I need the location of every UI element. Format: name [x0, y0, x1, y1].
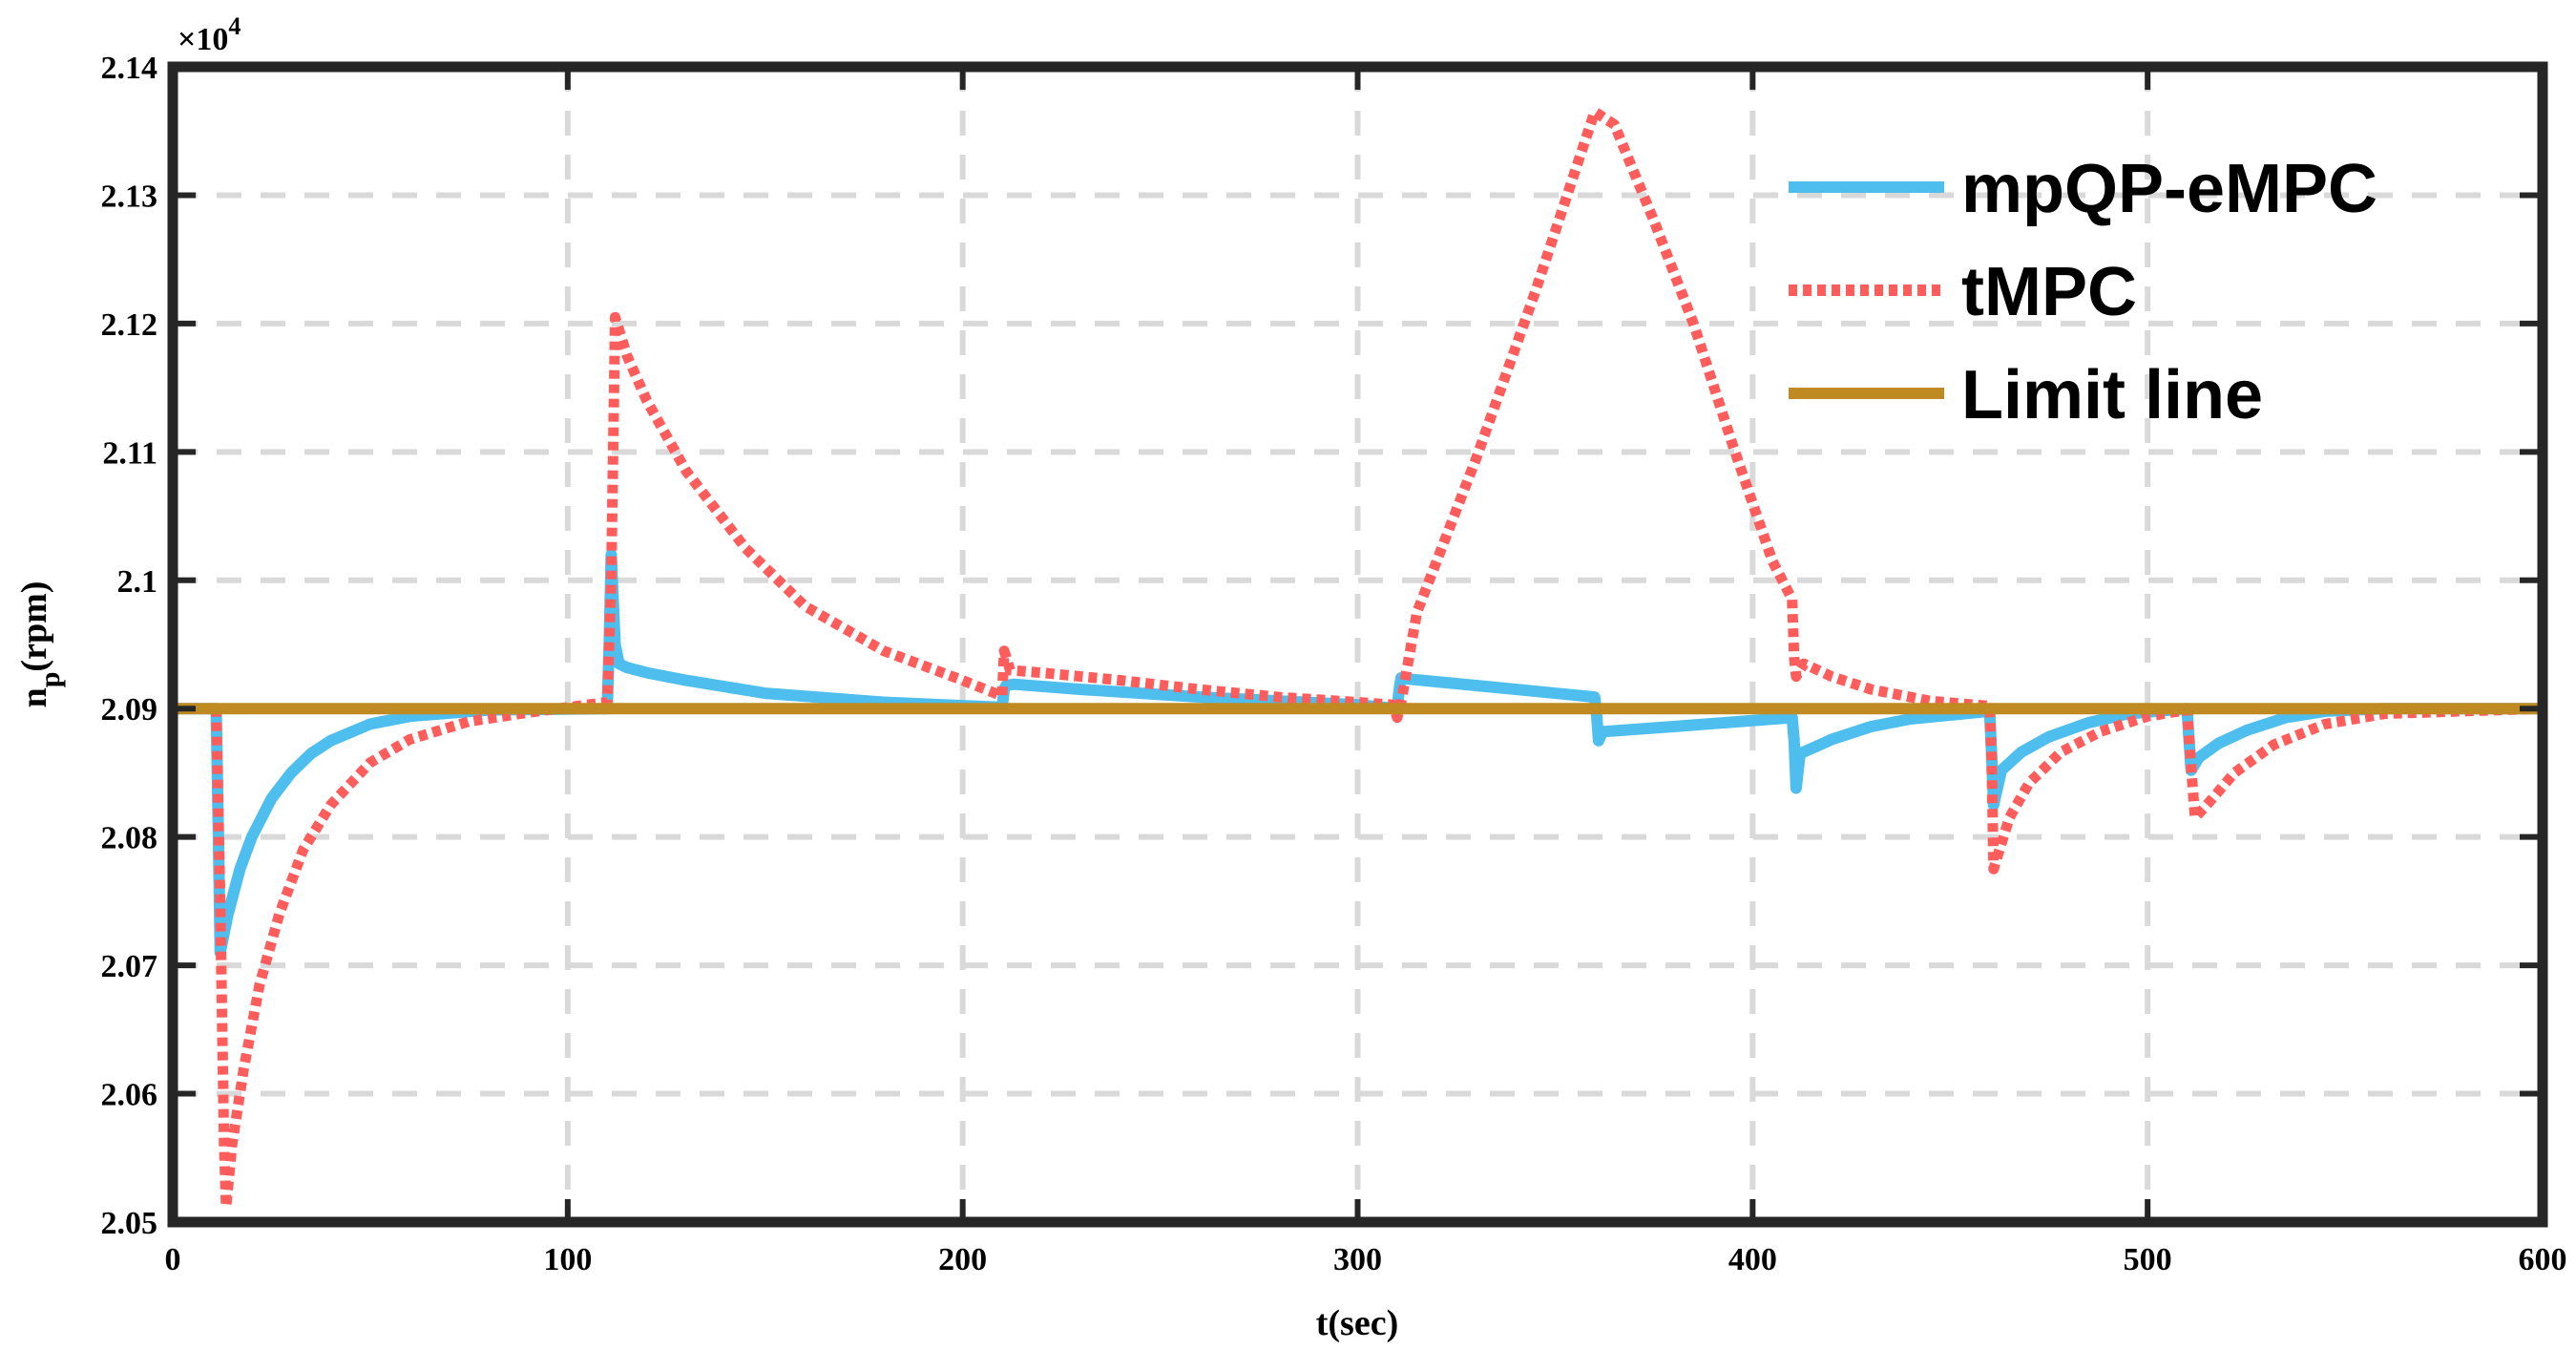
y-axis-multiplier-exponent: 4: [228, 12, 241, 40]
y-tick-label: 2.07: [101, 949, 158, 984]
y-axis-label: np(rpm): [14, 581, 66, 708]
y-tick-label: 2.05: [101, 1206, 158, 1241]
x-tick-label: 0: [165, 1242, 181, 1277]
y-tick-label: 2.06: [101, 1078, 158, 1113]
series-line-tmpc: [173, 106, 2544, 1213]
legend: mpQP-eMPC tMPC Limit line: [1789, 151, 2377, 433]
y-tick-label: 2.11: [102, 435, 157, 471]
legend-label-tmpc: tMPC: [1961, 254, 2137, 330]
grid-layer: [173, 67, 2543, 1222]
x-tick-label: 600: [2519, 1242, 2567, 1277]
y-tick-label: 2.14: [101, 51, 158, 86]
y-tick-label: 2.09: [101, 692, 158, 728]
y-axis-multiplier: ×104: [178, 12, 241, 57]
y-axis-label-subscript: p: [34, 672, 66, 688]
y-tick-label: 2.12: [101, 307, 158, 343]
y-axis-multiplier-base: ×10: [178, 22, 228, 57]
legend-label-limit-line: Limit line: [1961, 357, 2263, 433]
x-tick-label: 400: [1728, 1242, 1777, 1277]
series-layer: [173, 106, 2544, 1213]
y-tick-label: 2.13: [101, 179, 158, 214]
y-axis-label-unit: (rpm): [14, 581, 54, 672]
x-tick-label: 100: [543, 1242, 592, 1277]
y-tick-label: 2.1: [117, 564, 158, 600]
x-axis-label: t(sec): [1316, 1303, 1398, 1343]
tick-layer: 0 100 200 300 400 500 600 2.05 2.06 2.07 2.08 2.09 2…: [101, 51, 2567, 1277]
x-tick-label: 500: [2124, 1242, 2172, 1277]
y-axis-label-main: n: [14, 687, 54, 707]
y-tick-label: 2.08: [101, 821, 158, 856]
x-tick-label: 300: [1333, 1242, 1382, 1277]
x-tick-label: 200: [938, 1242, 987, 1277]
legend-label-mpqp-empc: mpQP-eMPC: [1961, 151, 2377, 227]
